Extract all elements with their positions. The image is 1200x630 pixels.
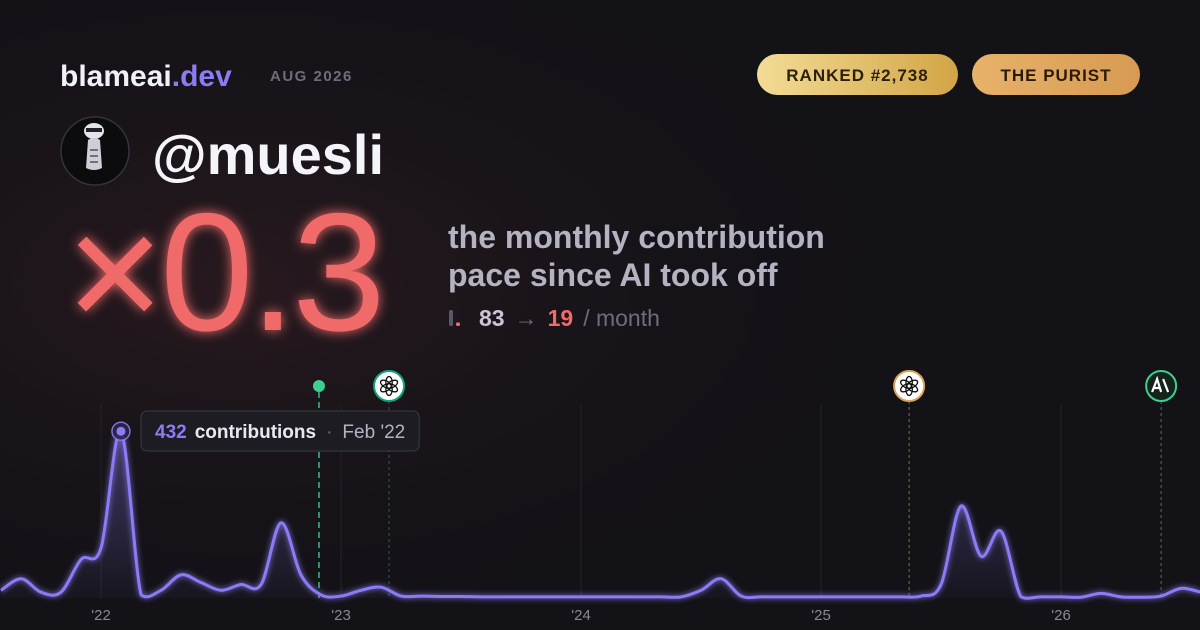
brand-tld: .dev [172,60,232,93]
description-line: the monthly contribution [448,219,825,255]
event-icon [893,370,926,402]
event-dot [312,380,325,392]
x-tick-label: '22 [91,607,111,624]
tooltip-date: Feb '22 [342,422,405,443]
persona-badge [972,54,1140,95]
stat-row: 83 → 19 / month [449,305,660,331]
description-line: pace since AI took off [448,257,778,293]
after-value: 19 [548,305,574,331]
openai-logo [900,379,913,389]
multiplier: ×0.3 [66,178,382,366]
after-bar [456,322,460,326]
openai-logo [379,379,393,389]
unit: / month [583,305,660,331]
x-tick-label: '23 [331,607,351,624]
event-icon [1145,370,1178,402]
rank-badge [757,54,958,95]
x-tick-label: '25 [811,607,831,624]
x-tick-label: '26 [1051,607,1071,624]
anthropic-logo [1151,375,1170,393]
chart: '22 '23 '24 '25 '26 432 contributions · Feb '22 [0,370,1200,624]
handle: @muesli [152,123,384,186]
area [0,431,1200,599]
date: AUG 2026 [270,68,353,85]
avatar [60,116,130,186]
arrow: → [515,305,538,331]
tooltip-label: contributions [195,422,316,443]
rank-badge-text: RANKED #2,738 [786,66,928,85]
tooltip-separator: · [326,422,332,443]
before-value: 83 [479,305,505,331]
tooltip-box [140,410,420,452]
brand: blameai.dev [60,60,232,93]
persona-badge-text: THE PURIST [1000,66,1111,85]
highlight-point [116,426,126,436]
brand-name: blameai [60,60,172,93]
tooltip-value: 432 [155,422,187,443]
line [0,429,1200,600]
tooltip: 432 contributions · Feb '22 [140,410,420,452]
x-tick-label: '24 [571,607,591,624]
event-icon [373,370,406,402]
before-bar [449,310,453,326]
